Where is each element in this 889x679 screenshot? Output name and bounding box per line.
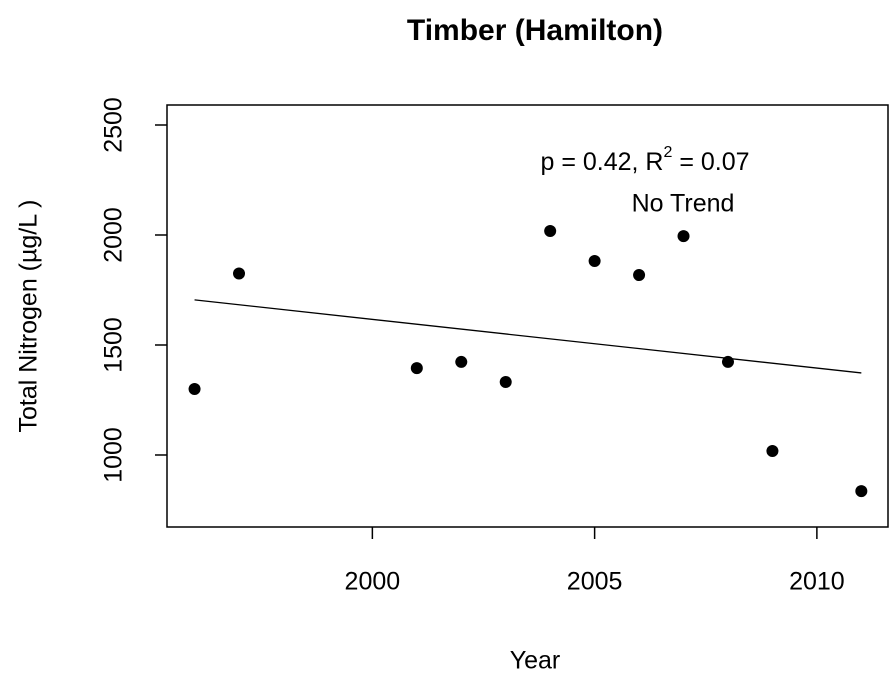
point	[766, 445, 779, 458]
trend-annotation: No Trend	[632, 190, 735, 218]
point	[233, 267, 246, 280]
x-tick-label: 2010	[789, 568, 845, 596]
y-tick-label: 2000	[100, 207, 128, 263]
y-tick-label: 2500	[100, 97, 128, 153]
trend-line	[194, 299, 862, 374]
point	[677, 230, 690, 243]
y-tick-label: 1000	[100, 427, 128, 483]
plot-box	[166, 104, 889, 528]
point	[855, 485, 868, 498]
stat-part: = 0.07	[672, 148, 749, 176]
x-tick-label: 2000	[345, 568, 401, 596]
point	[499, 375, 512, 388]
stat-annotation: p = 0.42, R2 = 0.07	[540, 144, 749, 175]
stat-part: p = 0.42, R	[540, 148, 663, 176]
point	[188, 382, 201, 395]
y-axis-label: Total Nitrogen (µg/L )	[15, 199, 43, 432]
point	[633, 269, 646, 282]
point	[455, 355, 468, 368]
point	[721, 355, 734, 368]
stat-sup: 2	[663, 144, 672, 161]
point	[588, 254, 601, 267]
x-axis-label: Year	[510, 647, 561, 675]
point	[544, 225, 557, 238]
x-tick-label: 2005	[567, 568, 623, 596]
y-tick-label: 1500	[100, 317, 128, 373]
chart-title: Timber (Hamilton)	[407, 14, 663, 47]
point	[410, 362, 423, 375]
